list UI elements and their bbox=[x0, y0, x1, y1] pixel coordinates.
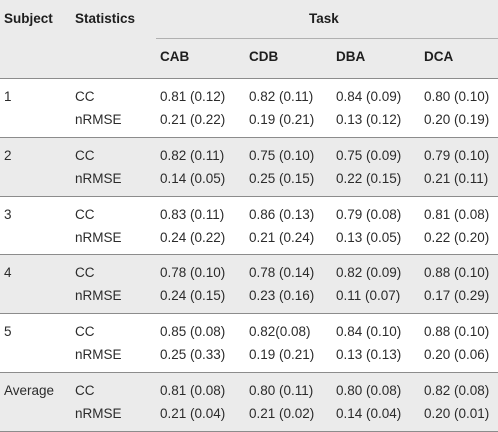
statistic-label: nRMSE bbox=[75, 112, 122, 127]
header-subject: Subject bbox=[4, 11, 53, 26]
table-cell: 0.84 (0.10) bbox=[336, 324, 402, 340]
table-cell: 0.21 (0.02) bbox=[249, 406, 315, 421]
table-cell: 0.83 (0.11) bbox=[160, 206, 225, 222]
statistic-label: nRMSE bbox=[75, 347, 122, 363]
table-cell: 0.82 (0.11) bbox=[249, 89, 314, 104]
table-cell: 0.22 (0.20) bbox=[424, 229, 490, 245]
subject-group bbox=[0, 79, 498, 137]
table-cell: 0.25 (0.33) bbox=[160, 347, 226, 363]
subject-label: 5 bbox=[4, 324, 12, 340]
table-cell: 0.25 (0.15) bbox=[249, 170, 315, 186]
header-col-dca: DCA bbox=[424, 49, 454, 64]
table-cell: 0.75 (0.09) bbox=[336, 147, 402, 163]
table-cell: 0.14 (0.05) bbox=[160, 170, 226, 186]
header-task: Task bbox=[309, 11, 339, 26]
table-cell: 0.22 (0.15) bbox=[336, 170, 402, 186]
table-cell: 0.21 (0.04) bbox=[160, 406, 226, 421]
table-cell: 0.19 (0.21) bbox=[249, 112, 315, 127]
statistic-label: CC bbox=[75, 324, 95, 340]
header-statistics: Statistics bbox=[75, 11, 136, 26]
subject-group bbox=[0, 255, 498, 314]
table-cell: 0.81 (0.08) bbox=[424, 206, 490, 222]
table-cell: 0.81 (0.08) bbox=[160, 383, 226, 398]
row-divider bbox=[0, 313, 498, 315]
subject-label: Average bbox=[4, 383, 55, 398]
table-cell: 0.21 (0.22) bbox=[160, 112, 226, 127]
table-cell: 0.79 (0.10) bbox=[424, 147, 490, 163]
table-cell: 0.84 (0.09) bbox=[336, 89, 402, 104]
table-cell: 0.21 (0.24) bbox=[249, 229, 315, 245]
table-cell: 0.82 (0.09) bbox=[336, 265, 402, 281]
subject-label: 4 bbox=[4, 265, 12, 281]
table-cell: 0.19 (0.21) bbox=[249, 347, 315, 363]
table-cell: 0.17 (0.29) bbox=[424, 288, 490, 304]
subject-group bbox=[0, 373, 498, 431]
statistic-label: nRMSE bbox=[75, 170, 122, 186]
header-col-cdb: CDB bbox=[249, 49, 279, 64]
table-cell: 0.13 (0.13) bbox=[336, 347, 402, 363]
subject-group bbox=[0, 314, 498, 372]
statistic-label: nRMSE bbox=[75, 288, 122, 304]
table-cell: 0.24 (0.22) bbox=[160, 229, 226, 245]
table-cell: 0.88 (0.10) bbox=[424, 324, 490, 340]
subject-group bbox=[0, 197, 498, 255]
header-row-1 bbox=[0, 0, 498, 38]
table-cell: 0.86 (0.13) bbox=[249, 206, 315, 222]
header-col-cab: CAB bbox=[160, 49, 190, 64]
table-cell: 0.11 (0.07) bbox=[336, 288, 401, 304]
statistic-label: nRMSE bbox=[75, 229, 122, 245]
table-cell: 0.20 (0.06) bbox=[424, 347, 490, 363]
table-cell: 0.78 (0.14) bbox=[249, 265, 315, 281]
subject-label: 2 bbox=[4, 147, 12, 163]
table-cell: 0.88 (0.10) bbox=[424, 265, 490, 281]
subject-label: 3 bbox=[4, 206, 12, 222]
table-cell: 0.80 (0.08) bbox=[336, 383, 402, 398]
table-cell: 0.78 (0.10) bbox=[160, 265, 226, 281]
table-cell: 0.13 (0.12) bbox=[336, 112, 402, 127]
table-cell: 0.75 (0.10) bbox=[249, 147, 315, 163]
row-divider bbox=[0, 430, 498, 432]
table-cell: 0.14 (0.04) bbox=[336, 406, 402, 421]
row-divider bbox=[0, 254, 498, 256]
statistic-label: CC bbox=[75, 206, 95, 222]
table-cell: 0.82(0.08) bbox=[249, 324, 311, 340]
table-cell: 0.21 (0.11) bbox=[424, 170, 489, 186]
table-cell: 0.23 (0.16) bbox=[249, 288, 315, 304]
table-cell: 0.13 (0.05) bbox=[336, 229, 402, 245]
table-cell: 0.80 (0.11) bbox=[249, 383, 314, 398]
task-underline bbox=[156, 38, 498, 39]
table-cell: 0.81 (0.12) bbox=[160, 89, 226, 104]
table-cell: 0.85 (0.08) bbox=[160, 324, 226, 340]
header-divider bbox=[0, 78, 498, 79]
row-divider bbox=[0, 195, 498, 197]
statistic-label: CC bbox=[75, 147, 95, 163]
statistic-label: nRMSE bbox=[75, 406, 122, 421]
table-cell: 0.20 (0.19) bbox=[424, 112, 490, 127]
row-divider bbox=[0, 136, 498, 138]
table-cell: 0.80 (0.10) bbox=[424, 89, 490, 104]
subject-group bbox=[0, 137, 498, 196]
table-cell: 0.24 (0.15) bbox=[160, 288, 226, 304]
row-divider bbox=[0, 372, 498, 373]
table-cell: 0.79 (0.08) bbox=[336, 206, 402, 222]
subject-label: 1 bbox=[4, 89, 12, 104]
statistic-label: CC bbox=[75, 383, 95, 398]
statistic-label: CC bbox=[75, 265, 95, 281]
table-cell: 0.20 (0.01) bbox=[424, 406, 490, 421]
table-cell: 0.82 (0.11) bbox=[160, 147, 225, 163]
table-cell: 0.82 (0.08) bbox=[424, 383, 490, 398]
header-col-dba: DBA bbox=[336, 49, 366, 64]
statistic-label: CC bbox=[75, 89, 95, 104]
header-row-2 bbox=[0, 38, 498, 78]
